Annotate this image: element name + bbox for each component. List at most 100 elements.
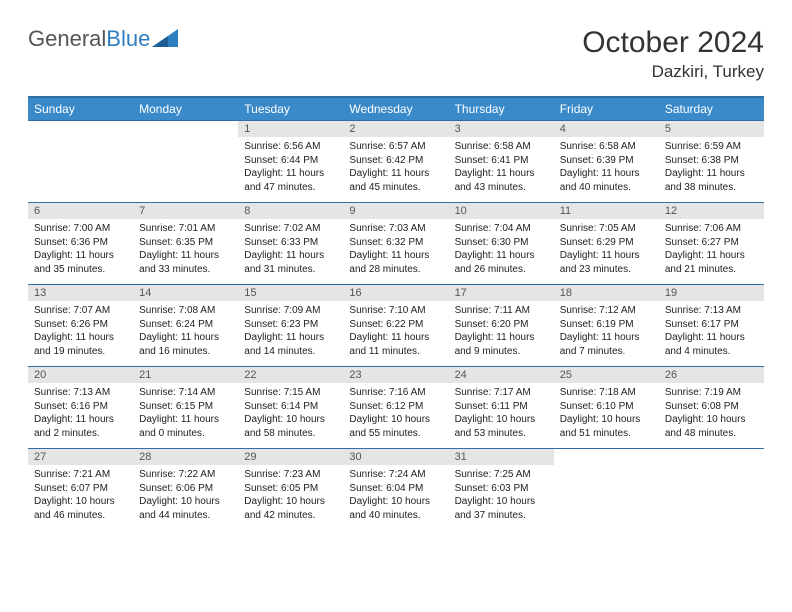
- weekday-header: Thursday: [449, 97, 554, 121]
- day-number: 16: [343, 285, 448, 301]
- calendar-cell: 22Sunrise: 7:15 AMSunset: 6:14 PMDayligh…: [238, 367, 343, 449]
- day-number: 17: [449, 285, 554, 301]
- calendar-cell: 3Sunrise: 6:58 AMSunset: 6:41 PMDaylight…: [449, 121, 554, 203]
- day-number: 1: [238, 121, 343, 137]
- calendar-cell: 9Sunrise: 7:03 AMSunset: 6:32 PMDaylight…: [343, 203, 448, 285]
- day-details: Sunrise: 7:01 AMSunset: 6:35 PMDaylight:…: [133, 219, 238, 280]
- day-number: 6: [28, 203, 133, 219]
- day-details: Sunrise: 7:00 AMSunset: 6:36 PMDaylight:…: [28, 219, 133, 280]
- day-details: Sunrise: 7:05 AMSunset: 6:29 PMDaylight:…: [554, 219, 659, 280]
- weekday-header: Tuesday: [238, 97, 343, 121]
- day-details: Sunrise: 7:24 AMSunset: 6:04 PMDaylight:…: [343, 465, 448, 526]
- day-details: Sunrise: 6:59 AMSunset: 6:38 PMDaylight:…: [659, 137, 764, 198]
- day-details: Sunrise: 7:25 AMSunset: 6:03 PMDaylight:…: [449, 465, 554, 526]
- day-details: Sunrise: 7:09 AMSunset: 6:23 PMDaylight:…: [238, 301, 343, 362]
- weekday-header: Wednesday: [343, 97, 448, 121]
- calendar-row: 13Sunrise: 7:07 AMSunset: 6:26 PMDayligh…: [28, 285, 764, 367]
- day-number: 18: [554, 285, 659, 301]
- title-block: October 2024 Dazkiri, Turkey: [582, 26, 764, 82]
- day-number: [554, 449, 659, 453]
- calendar-cell: 19Sunrise: 7:13 AMSunset: 6:17 PMDayligh…: [659, 285, 764, 367]
- day-number: [28, 121, 133, 125]
- calendar-cell: 28Sunrise: 7:22 AMSunset: 6:06 PMDayligh…: [133, 449, 238, 531]
- calendar-row: 1Sunrise: 6:56 AMSunset: 6:44 PMDaylight…: [28, 121, 764, 203]
- calendar-cell: 29Sunrise: 7:23 AMSunset: 6:05 PMDayligh…: [238, 449, 343, 531]
- day-number: 20: [28, 367, 133, 383]
- calendar-cell: 4Sunrise: 6:58 AMSunset: 6:39 PMDaylight…: [554, 121, 659, 203]
- day-number: 10: [449, 203, 554, 219]
- calendar-cell: 8Sunrise: 7:02 AMSunset: 6:33 PMDaylight…: [238, 203, 343, 285]
- day-details: Sunrise: 7:16 AMSunset: 6:12 PMDaylight:…: [343, 383, 448, 444]
- day-details: Sunrise: 7:22 AMSunset: 6:06 PMDaylight:…: [133, 465, 238, 526]
- day-details: Sunrise: 7:06 AMSunset: 6:27 PMDaylight:…: [659, 219, 764, 280]
- day-number: 24: [449, 367, 554, 383]
- location-label: Dazkiri, Turkey: [582, 62, 764, 82]
- brand-part1: General: [28, 26, 106, 52]
- calendar-cell: 24Sunrise: 7:17 AMSunset: 6:11 PMDayligh…: [449, 367, 554, 449]
- day-number: 4: [554, 121, 659, 137]
- day-number: 19: [659, 285, 764, 301]
- day-details: Sunrise: 7:17 AMSunset: 6:11 PMDaylight:…: [449, 383, 554, 444]
- calendar-cell: 23Sunrise: 7:16 AMSunset: 6:12 PMDayligh…: [343, 367, 448, 449]
- calendar-cell: 18Sunrise: 7:12 AMSunset: 6:19 PMDayligh…: [554, 285, 659, 367]
- day-number: 28: [133, 449, 238, 465]
- day-number: 25: [554, 367, 659, 383]
- day-details: Sunrise: 7:21 AMSunset: 6:07 PMDaylight:…: [28, 465, 133, 526]
- day-details: Sunrise: 6:56 AMSunset: 6:44 PMDaylight:…: [238, 137, 343, 198]
- calendar-cell: 31Sunrise: 7:25 AMSunset: 6:03 PMDayligh…: [449, 449, 554, 531]
- day-number: 21: [133, 367, 238, 383]
- day-number: 13: [28, 285, 133, 301]
- calendar-cell: 27Sunrise: 7:21 AMSunset: 6:07 PMDayligh…: [28, 449, 133, 531]
- calendar-cell: 14Sunrise: 7:08 AMSunset: 6:24 PMDayligh…: [133, 285, 238, 367]
- day-details: Sunrise: 7:12 AMSunset: 6:19 PMDaylight:…: [554, 301, 659, 362]
- calendar-cell: 12Sunrise: 7:06 AMSunset: 6:27 PMDayligh…: [659, 203, 764, 285]
- day-number: 8: [238, 203, 343, 219]
- day-number: 7: [133, 203, 238, 219]
- calendar-cell: 25Sunrise: 7:18 AMSunset: 6:10 PMDayligh…: [554, 367, 659, 449]
- calendar-row: 20Sunrise: 7:13 AMSunset: 6:16 PMDayligh…: [28, 367, 764, 449]
- day-number: 26: [659, 367, 764, 383]
- day-number: 15: [238, 285, 343, 301]
- calendar-cell: 2Sunrise: 6:57 AMSunset: 6:42 PMDaylight…: [343, 121, 448, 203]
- day-details: Sunrise: 7:13 AMSunset: 6:16 PMDaylight:…: [28, 383, 133, 444]
- day-details: Sunrise: 7:04 AMSunset: 6:30 PMDaylight:…: [449, 219, 554, 280]
- day-number: 23: [343, 367, 448, 383]
- weekday-header: Saturday: [659, 97, 764, 121]
- day-details: Sunrise: 7:11 AMSunset: 6:20 PMDaylight:…: [449, 301, 554, 362]
- day-details: Sunrise: 7:15 AMSunset: 6:14 PMDaylight:…: [238, 383, 343, 444]
- calendar-cell: 30Sunrise: 7:24 AMSunset: 6:04 PMDayligh…: [343, 449, 448, 531]
- calendar-cell: 1Sunrise: 6:56 AMSunset: 6:44 PMDaylight…: [238, 121, 343, 203]
- calendar-cell: 5Sunrise: 6:59 AMSunset: 6:38 PMDaylight…: [659, 121, 764, 203]
- day-number: 30: [343, 449, 448, 465]
- day-details: Sunrise: 7:14 AMSunset: 6:15 PMDaylight:…: [133, 383, 238, 444]
- weekday-header: Monday: [133, 97, 238, 121]
- day-details: Sunrise: 7:19 AMSunset: 6:08 PMDaylight:…: [659, 383, 764, 444]
- day-details: Sunrise: 7:13 AMSunset: 6:17 PMDaylight:…: [659, 301, 764, 362]
- day-details: Sunrise: 7:23 AMSunset: 6:05 PMDaylight:…: [238, 465, 343, 526]
- day-number: [659, 449, 764, 453]
- day-details: Sunrise: 6:58 AMSunset: 6:39 PMDaylight:…: [554, 137, 659, 198]
- calendar-page: GeneralBlue October 2024 Dazkiri, Turkey…: [0, 0, 792, 551]
- calendar-table: Sunday Monday Tuesday Wednesday Thursday…: [28, 96, 764, 531]
- calendar-cell: 15Sunrise: 7:09 AMSunset: 6:23 PMDayligh…: [238, 285, 343, 367]
- calendar-cell: 13Sunrise: 7:07 AMSunset: 6:26 PMDayligh…: [28, 285, 133, 367]
- weekday-header: Sunday: [28, 97, 133, 121]
- calendar-cell: [554, 449, 659, 531]
- day-details: Sunrise: 6:58 AMSunset: 6:41 PMDaylight:…: [449, 137, 554, 198]
- day-number: 12: [659, 203, 764, 219]
- calendar-row: 27Sunrise: 7:21 AMSunset: 6:07 PMDayligh…: [28, 449, 764, 531]
- day-number: 27: [28, 449, 133, 465]
- day-number: 29: [238, 449, 343, 465]
- brand-logo: GeneralBlue: [28, 26, 178, 52]
- page-header: GeneralBlue October 2024 Dazkiri, Turkey: [28, 26, 764, 82]
- day-number: [133, 121, 238, 125]
- calendar-cell: 21Sunrise: 7:14 AMSunset: 6:15 PMDayligh…: [133, 367, 238, 449]
- calendar-cell: 26Sunrise: 7:19 AMSunset: 6:08 PMDayligh…: [659, 367, 764, 449]
- calendar-cell: [133, 121, 238, 203]
- day-number: 14: [133, 285, 238, 301]
- calendar-cell: 20Sunrise: 7:13 AMSunset: 6:16 PMDayligh…: [28, 367, 133, 449]
- day-number: 11: [554, 203, 659, 219]
- calendar-cell: 17Sunrise: 7:11 AMSunset: 6:20 PMDayligh…: [449, 285, 554, 367]
- day-details: Sunrise: 7:07 AMSunset: 6:26 PMDaylight:…: [28, 301, 133, 362]
- day-number: 22: [238, 367, 343, 383]
